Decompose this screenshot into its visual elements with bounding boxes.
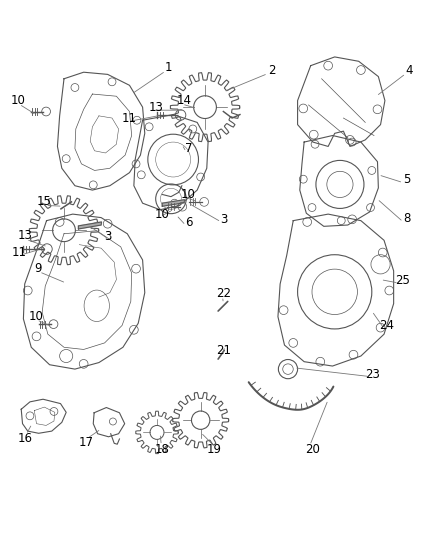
Text: 10: 10 bbox=[181, 188, 196, 201]
Text: 19: 19 bbox=[207, 442, 222, 456]
Text: 22: 22 bbox=[216, 287, 231, 300]
Text: 1: 1 bbox=[165, 61, 173, 74]
Polygon shape bbox=[78, 222, 102, 229]
Polygon shape bbox=[162, 200, 184, 206]
Text: 20: 20 bbox=[305, 442, 320, 456]
Text: 10: 10 bbox=[28, 310, 43, 323]
Text: 10: 10 bbox=[155, 208, 170, 221]
Text: 18: 18 bbox=[155, 442, 170, 456]
Text: 14: 14 bbox=[177, 94, 191, 107]
Text: 13: 13 bbox=[17, 229, 32, 243]
Text: 10: 10 bbox=[11, 94, 25, 107]
Text: 3: 3 bbox=[220, 213, 227, 226]
Text: 8: 8 bbox=[403, 212, 410, 225]
Text: 6: 6 bbox=[185, 216, 192, 229]
Text: 15: 15 bbox=[37, 196, 52, 208]
Text: 11: 11 bbox=[11, 246, 27, 259]
Text: 11: 11 bbox=[122, 111, 137, 125]
Text: 2: 2 bbox=[268, 63, 275, 77]
Text: 21: 21 bbox=[216, 344, 231, 357]
Text: 24: 24 bbox=[380, 319, 395, 332]
Text: 4: 4 bbox=[405, 63, 413, 77]
Text: 7: 7 bbox=[185, 142, 192, 155]
Text: 25: 25 bbox=[395, 274, 410, 287]
Text: 17: 17 bbox=[78, 435, 93, 448]
Text: 3: 3 bbox=[104, 230, 111, 243]
Text: 16: 16 bbox=[17, 432, 32, 445]
Text: 23: 23 bbox=[365, 368, 380, 381]
Text: 9: 9 bbox=[34, 262, 42, 275]
Text: 5: 5 bbox=[403, 173, 410, 185]
Text: 13: 13 bbox=[148, 101, 163, 114]
